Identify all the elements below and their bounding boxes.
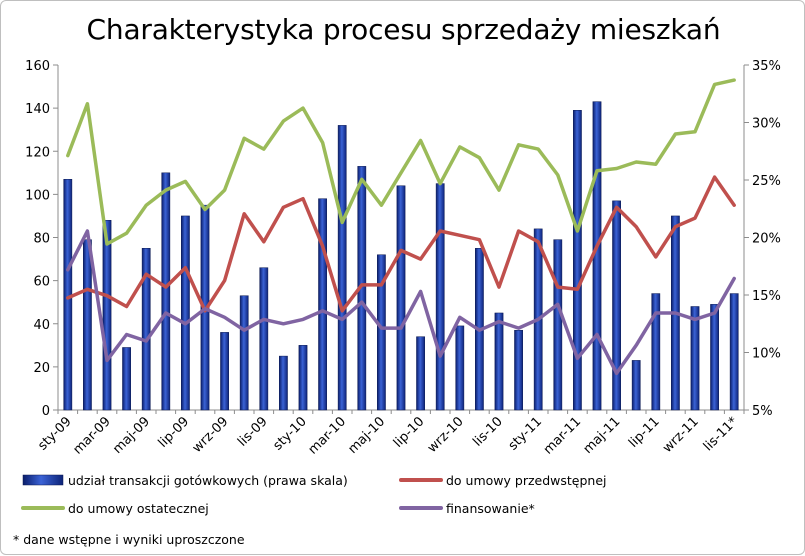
- line-series: [66, 78, 736, 246]
- legend-label: udział transakcji gotówkowych (prawa ska…: [68, 473, 348, 488]
- left-tick-label: 160: [25, 59, 50, 74]
- right-tick-label: 30%: [752, 117, 781, 132]
- x-tick-label: wrz-09: [190, 414, 232, 456]
- bar: [416, 336, 425, 411]
- bar: [396, 185, 406, 411]
- bar: [710, 304, 719, 411]
- bar: [161, 172, 171, 411]
- x-tick-label: lip-11: [626, 414, 663, 451]
- right-tick-label: 10%: [752, 347, 781, 362]
- left-tick-label: 80: [33, 232, 50, 247]
- legend-label: do umowy ostatecznej: [68, 501, 209, 516]
- right-tick-label: 20%: [752, 232, 781, 247]
- x-tick-label: sty-09: [35, 414, 74, 453]
- line-series: [66, 229, 736, 376]
- x-tick-label: wrz-10: [425, 414, 467, 456]
- left-tick-label: 100: [25, 188, 50, 203]
- left-tick-label: 0: [42, 404, 50, 419]
- left-tick-label: 20: [33, 361, 50, 376]
- x-tick-label: lip-10: [391, 414, 428, 451]
- right-tick-label: 5%: [752, 404, 773, 419]
- chart-title: Charakterystyka procesu sprzedaży mieszk…: [86, 13, 721, 46]
- bar: [651, 293, 661, 411]
- x-tick-label: sty-10: [271, 414, 310, 453]
- bar: [553, 239, 563, 411]
- bar: [631, 360, 641, 411]
- x-tick-label: lip-09: [156, 414, 193, 451]
- x-tick-label: mar-11: [541, 414, 584, 457]
- right-tick-label: 25%: [752, 174, 781, 189]
- bar: [279, 355, 288, 411]
- bar: [181, 215, 190, 411]
- bar: [102, 220, 112, 411]
- right-tick-label: 15%: [752, 289, 781, 304]
- bar: [63, 179, 73, 411]
- x-tick-label: maj-11: [581, 414, 624, 457]
- legend-label: finansowanie*: [446, 501, 535, 516]
- bar: [514, 329, 523, 411]
- x-tick-label: lis-09: [235, 414, 271, 450]
- left-tick-label: 40: [33, 318, 50, 333]
- bar: [455, 325, 465, 411]
- x-tick-label: maj-09: [110, 414, 153, 457]
- legend-swatch-bar: [22, 474, 64, 486]
- bar: [83, 239, 92, 411]
- bar: [690, 306, 700, 411]
- legend-label: do umowy przedwstępnej: [446, 473, 607, 488]
- bar: [220, 332, 229, 411]
- bar: [259, 267, 269, 411]
- left-tick-label: 120: [25, 145, 50, 160]
- bar: [239, 295, 249, 411]
- bar: [494, 312, 504, 411]
- bar: [377, 254, 386, 411]
- x-tick-label: sty-11: [506, 414, 545, 453]
- bar: [141, 248, 151, 411]
- bar: [573, 110, 582, 411]
- bar: [337, 125, 347, 411]
- line-series: [66, 175, 736, 313]
- left-tick-label: 140: [25, 102, 50, 117]
- chart-footnote: * dane wstępne i wyniki uproszczone: [13, 532, 245, 547]
- bar: [435, 183, 445, 411]
- x-tick-label: lis-10: [470, 414, 506, 450]
- bar: [122, 347, 131, 411]
- bar: [729, 293, 739, 411]
- left-tick-label: 60: [33, 275, 50, 290]
- x-tick-label: mar-09: [70, 414, 113, 457]
- right-tick-label: 35%: [752, 59, 781, 74]
- bar: [298, 345, 308, 411]
- x-tick-label: mar-10: [306, 414, 349, 457]
- bar: [318, 198, 327, 411]
- x-tick-label: wrz-11: [660, 414, 702, 456]
- x-tick-label: lis-11*: [701, 414, 741, 454]
- bar: [612, 200, 621, 411]
- x-tick-label: maj-10: [345, 414, 388, 457]
